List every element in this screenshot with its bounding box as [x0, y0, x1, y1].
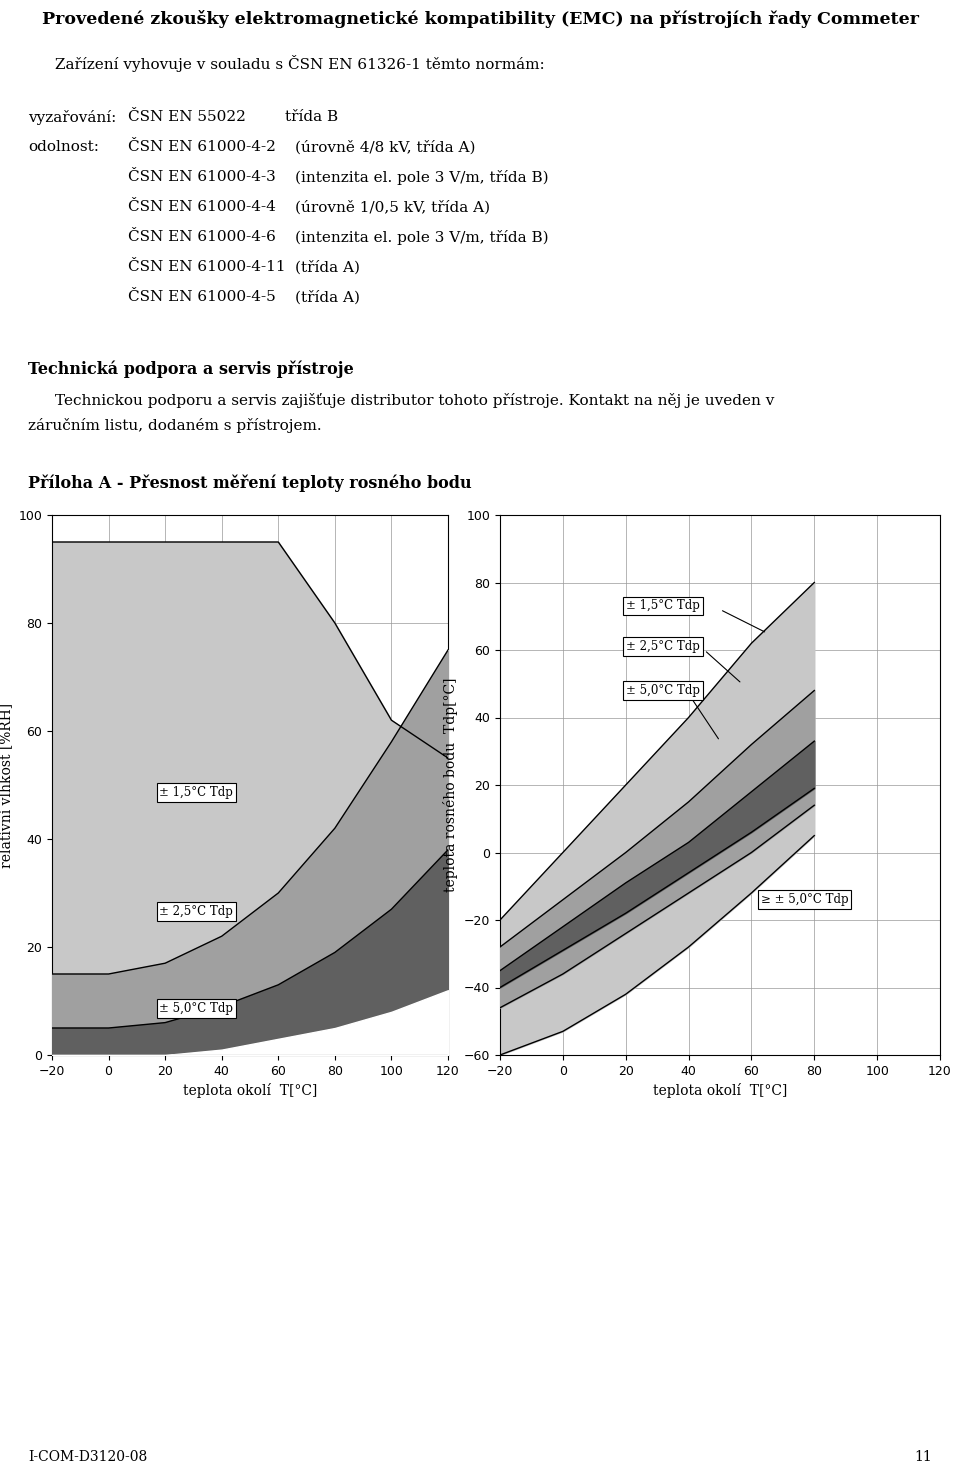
Text: záručním listu, dodaném s přístrojem.: záručním listu, dodaném s přístrojem. — [28, 418, 322, 433]
Text: ± 2,5°C Tdp: ± 2,5°C Tdp — [626, 640, 700, 653]
X-axis label: teplota okolí  T[°C]: teplota okolí T[°C] — [182, 1083, 317, 1098]
Text: Příloha A - Přesnost měření teploty rosného bodu: Příloha A - Přesnost měření teploty rosn… — [28, 474, 471, 492]
Text: 11: 11 — [914, 1450, 932, 1465]
Text: ± 5,0°C Tdp: ± 5,0°C Tdp — [626, 684, 700, 696]
Text: ČSN EN 61000-4-5: ČSN EN 61000-4-5 — [128, 290, 276, 304]
Text: ČSN EN 55022: ČSN EN 55022 — [128, 109, 246, 124]
Text: ≥ ± 5,0°C Tdp: ≥ ± 5,0°C Tdp — [761, 893, 849, 906]
Text: Technická podpora a servis přístroje: Technická podpora a servis přístroje — [28, 361, 353, 377]
Text: ± 1,5°C Tdp: ± 1,5°C Tdp — [626, 600, 700, 612]
Text: ČSN EN 61000-4-11: ČSN EN 61000-4-11 — [128, 260, 286, 273]
Text: ČSN EN 61000-4-6: ČSN EN 61000-4-6 — [128, 231, 276, 244]
Text: ± 5,0°C Tdp: ± 5,0°C Tdp — [159, 1002, 233, 1015]
Text: odolnost:: odolnost: — [28, 140, 99, 154]
Text: ČSN EN 61000-4-3: ČSN EN 61000-4-3 — [128, 170, 276, 183]
Text: Provedené zkoušky elektromagnetické kompatibility (EMC) na přístrojích řady Comm: Provedené zkoušky elektromagnetické komp… — [41, 10, 919, 28]
Text: (intenzita el. pole 3 V/m, třída B): (intenzita el. pole 3 V/m, třída B) — [295, 170, 548, 185]
Text: vyzařování:: vyzařování: — [28, 109, 116, 126]
Text: (třída A): (třída A) — [295, 290, 360, 304]
Text: ± 2,5°C Tdp: ± 2,5°C Tdp — [159, 905, 233, 918]
Text: třída B: třída B — [285, 109, 338, 124]
Text: Technickou podporu a servis zajišťuje distributor tohoto přístroje. Kontakt na n: Technickou podporu a servis zajišťuje di… — [55, 393, 775, 408]
Text: (úrovně 1/0,5 kV, třída A): (úrovně 1/0,5 kV, třída A) — [295, 200, 491, 214]
Text: (intenzita el. pole 3 V/m, třída B): (intenzita el. pole 3 V/m, třída B) — [295, 231, 548, 245]
Text: (úrovně 4/8 kV, třída A): (úrovně 4/8 kV, třída A) — [295, 140, 475, 154]
Text: ČSN EN 61000-4-2: ČSN EN 61000-4-2 — [128, 140, 276, 154]
Text: (třída A): (třída A) — [295, 260, 360, 275]
X-axis label: teplota okolí  T[°C]: teplota okolí T[°C] — [653, 1083, 787, 1098]
Y-axis label: teplota rosného bodu  Tdp[°C]: teplota rosného bodu Tdp[°C] — [444, 678, 458, 893]
Text: ČSN EN 61000-4-4: ČSN EN 61000-4-4 — [128, 200, 276, 214]
Text: I-COM-D3120-08: I-COM-D3120-08 — [28, 1450, 147, 1465]
Text: Zařízení vyhovuje v souladu s ČSN EN 61326-1 těmto normám:: Zařízení vyhovuje v souladu s ČSN EN 613… — [55, 55, 544, 72]
Text: ± 1,5°C Tdp: ± 1,5°C Tdp — [159, 786, 233, 798]
Y-axis label: relativní vlhkost [%RH]: relativní vlhkost [%RH] — [0, 702, 12, 868]
